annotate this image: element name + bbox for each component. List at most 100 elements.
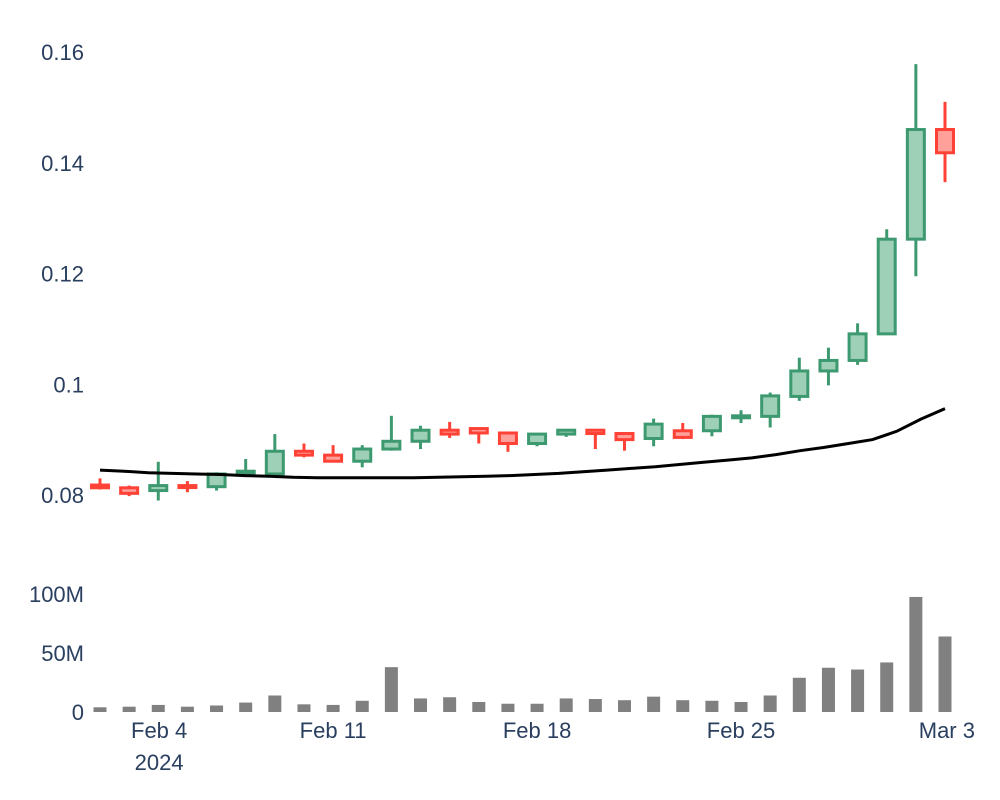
x-tick-label: Mar 3	[919, 718, 975, 743]
x-tick-label: Feb 25	[707, 718, 776, 743]
candle-body	[789, 369, 810, 398]
volume-bar	[355, 700, 369, 712]
candle-body	[935, 128, 955, 155]
volume-bar	[763, 695, 777, 712]
candle-body	[556, 428, 577, 436]
candle	[585, 428, 606, 450]
volume-bar	[210, 705, 224, 712]
price-y-tick-label: 0.16	[41, 40, 84, 65]
volume-bar	[151, 704, 165, 712]
candle-body	[148, 484, 169, 493]
volume-y-tick-label: 50M	[41, 641, 84, 666]
candle	[789, 357, 810, 401]
volume-y-tick-label: 100M	[29, 582, 84, 607]
candle	[672, 423, 693, 440]
x-tick-label: Feb 11	[300, 718, 367, 743]
candle-body	[497, 431, 518, 446]
candle-body	[818, 358, 839, 373]
price-y-tick-label: 0.14	[41, 151, 84, 176]
volume-bar	[297, 704, 311, 712]
x-tick-label: Feb 4	[131, 718, 187, 743]
x-tick-label: Feb 18	[503, 718, 572, 743]
price-y-tick-label: 0.12	[41, 262, 84, 287]
candle	[760, 392, 781, 428]
candle-body	[352, 447, 373, 463]
volume-bar	[268, 695, 282, 712]
volume-bar	[93, 707, 107, 712]
volume-bar	[559, 698, 573, 712]
volume-bar	[705, 700, 719, 712]
volume-bar	[851, 669, 865, 712]
candle	[701, 414, 722, 437]
volume-bar	[501, 703, 515, 712]
price-y-axis: 0.08 0.1 0.12 0.14 0.16	[41, 40, 84, 508]
x-tick-year-label: 2024	[135, 750, 184, 775]
volume-bar	[472, 701, 486, 712]
candle	[148, 461, 169, 501]
candle	[235, 459, 256, 477]
candle	[905, 64, 926, 277]
candle-body	[410, 428, 431, 443]
volume-bar	[676, 700, 690, 712]
candle-body	[876, 237, 897, 336]
candle-body	[264, 449, 285, 476]
volume-bar	[588, 699, 602, 712]
candle	[818, 347, 839, 386]
candle	[323, 445, 344, 463]
candle	[119, 485, 140, 497]
candle-body	[293, 449, 314, 457]
volume-bar	[617, 700, 631, 712]
candle	[847, 323, 868, 365]
volume-bar	[239, 702, 253, 712]
candle-body	[585, 428, 606, 436]
volume-bar	[880, 662, 894, 712]
candle-body	[672, 429, 693, 439]
volume-bar	[792, 677, 806, 712]
candle	[497, 431, 518, 452]
candle	[468, 427, 489, 444]
candle-body	[235, 469, 256, 476]
candle-body	[643, 422, 664, 441]
candle-body	[701, 414, 722, 433]
volume-bar	[384, 667, 398, 712]
candle	[731, 410, 752, 424]
candle	[410, 425, 431, 450]
candle	[381, 415, 402, 451]
volume-bar	[821, 667, 835, 712]
price-y-tick-label: 0.08	[41, 483, 84, 508]
price-y-tick-label: 0.1	[53, 372, 84, 397]
candle	[643, 418, 664, 447]
candle	[876, 229, 897, 336]
candle-body	[177, 484, 198, 490]
candle-body	[468, 427, 489, 435]
volume-bar	[122, 706, 136, 712]
candle	[614, 432, 635, 451]
moving-average-series	[99, 407, 946, 480]
candle-body	[905, 128, 926, 241]
candle	[352, 445, 373, 468]
candle-body	[731, 414, 752, 420]
volume-bar	[443, 697, 457, 712]
volume-bar	[647, 696, 661, 712]
candle-body	[381, 439, 402, 451]
volume-bar	[938, 636, 952, 712]
volume-y-tick-label: 0	[72, 700, 84, 725]
candle	[527, 432, 548, 447]
candle	[177, 481, 198, 493]
volume-bar	[414, 698, 428, 712]
volume-bar	[326, 704, 340, 712]
volume-bar	[909, 596, 923, 712]
volume-bar	[180, 706, 194, 712]
candle-body	[527, 432, 548, 446]
moving-average-line	[99, 407, 946, 480]
candle	[556, 428, 577, 437]
candle	[90, 478, 110, 490]
candle-body	[323, 453, 344, 463]
volume-bar-series	[93, 596, 952, 712]
volume-y-axis: 0 50M 100M	[29, 582, 84, 725]
candle-body	[439, 428, 460, 436]
candle	[439, 421, 460, 438]
candle-body	[760, 394, 781, 418]
